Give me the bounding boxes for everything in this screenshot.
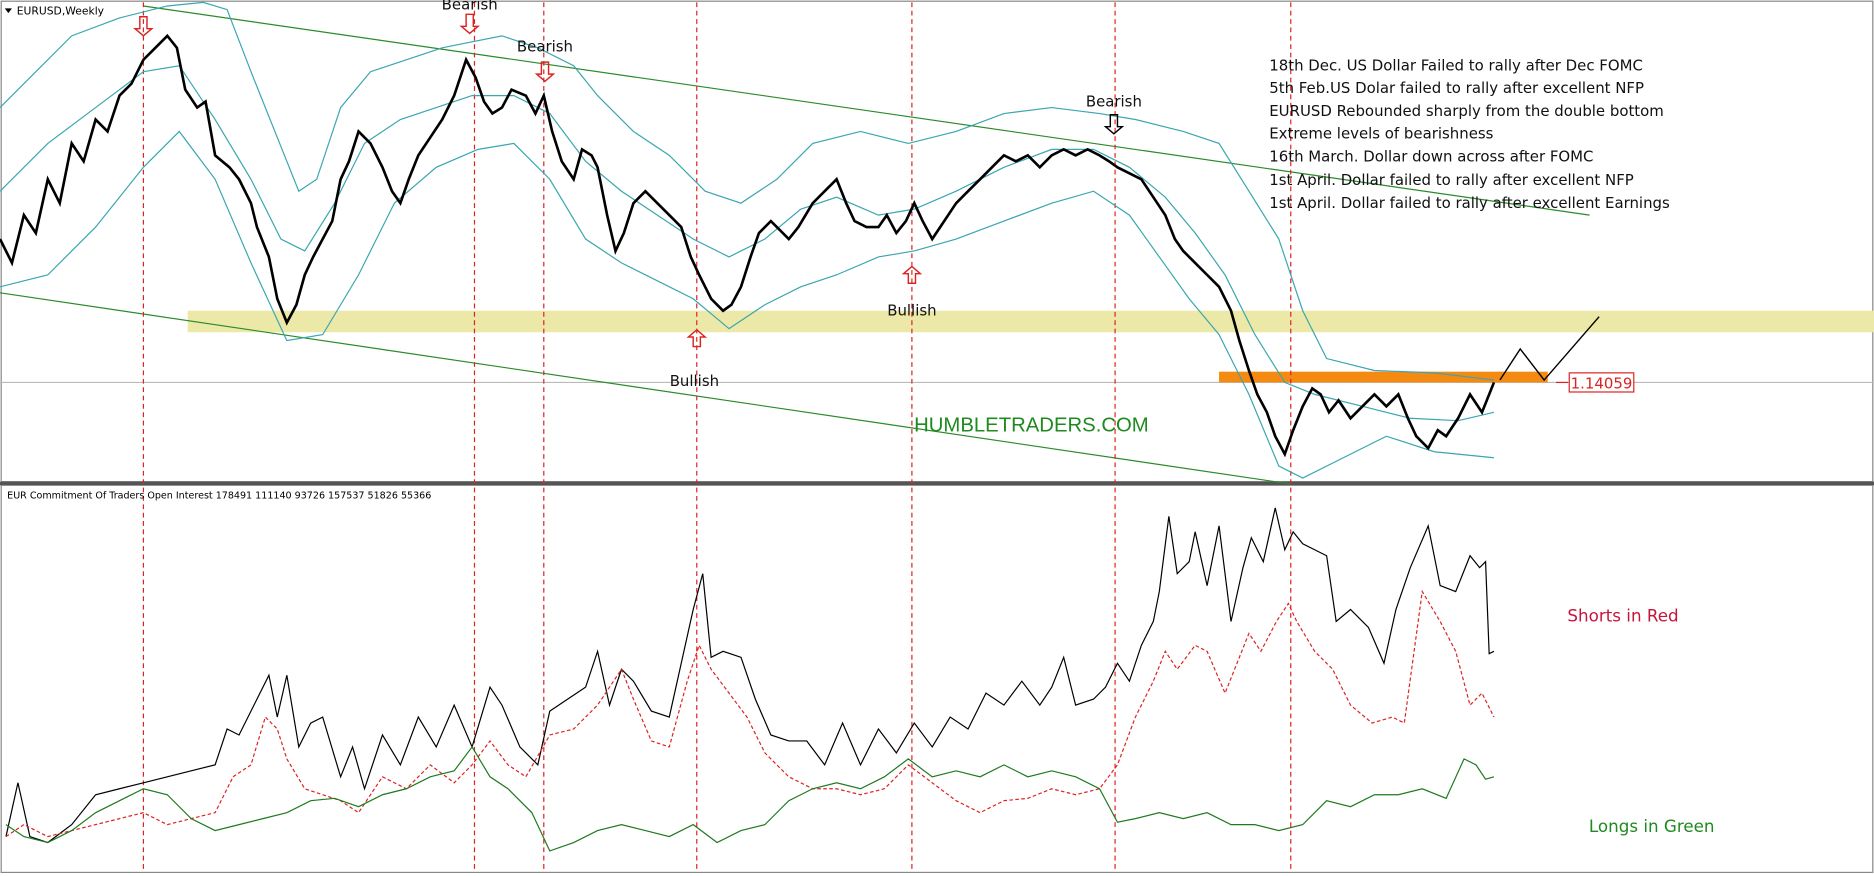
longs-line [5, 745, 1495, 852]
band-middle [0, 65, 1495, 422]
note: 1st April. Dollar failed to rally after … [1269, 171, 1634, 189]
menu-arrow [4, 8, 12, 14]
note: 1st April. Dollar failed to rally after … [1269, 194, 1670, 212]
note: Extreme levels of bearishness [1269, 125, 1493, 143]
channel-lower [0, 292, 1291, 485]
bearish-arrows [133, 13, 556, 83]
note: 18th Dec. US Dollar Failed to rally afte… [1269, 57, 1643, 75]
note: 5th Feb.US Dolar failed to rally after e… [1269, 79, 1644, 97]
note: 16th March. Dollar down across after FOM… [1269, 147, 1593, 165]
bullish-arrows [686, 265, 923, 348]
resistance-zone [1219, 371, 1548, 383]
open-interest-line [5, 507, 1495, 844]
legend-longs: Longs in Green [1589, 816, 1715, 836]
bullish-label: Bullish [887, 302, 936, 320]
price-label: 1.14059 [1571, 374, 1633, 392]
legend-shorts: Shorts in Red [1567, 605, 1678, 625]
projection-arrow [1499, 316, 1600, 382]
channel-upper [143, 5, 1590, 216]
price-series [0, 33, 1496, 458]
bearish-label: Bearish [517, 37, 573, 55]
bearish-label: Bearish [442, 0, 498, 14]
bullish-label: Bullish [670, 372, 719, 390]
bearish-arrow-black [1103, 114, 1125, 135]
bearish-label: Bearish [1086, 92, 1142, 110]
band-lower [0, 130, 1495, 479]
watermark: HUMBLETRADERS.COM [914, 414, 1149, 436]
note: EURUSD Rebounded sharply from the double… [1269, 102, 1664, 120]
support-zone [187, 310, 1874, 333]
indicator-title: EUR Commitment Of Traders Open Interest … [7, 490, 431, 501]
symbol-label: EURUSD,Weekly [17, 4, 105, 17]
band-upper [0, 1, 1495, 381]
notes: 18th Dec. US Dollar Failed to rally afte… [1269, 57, 1670, 212]
price-label-box [1568, 372, 1635, 393]
